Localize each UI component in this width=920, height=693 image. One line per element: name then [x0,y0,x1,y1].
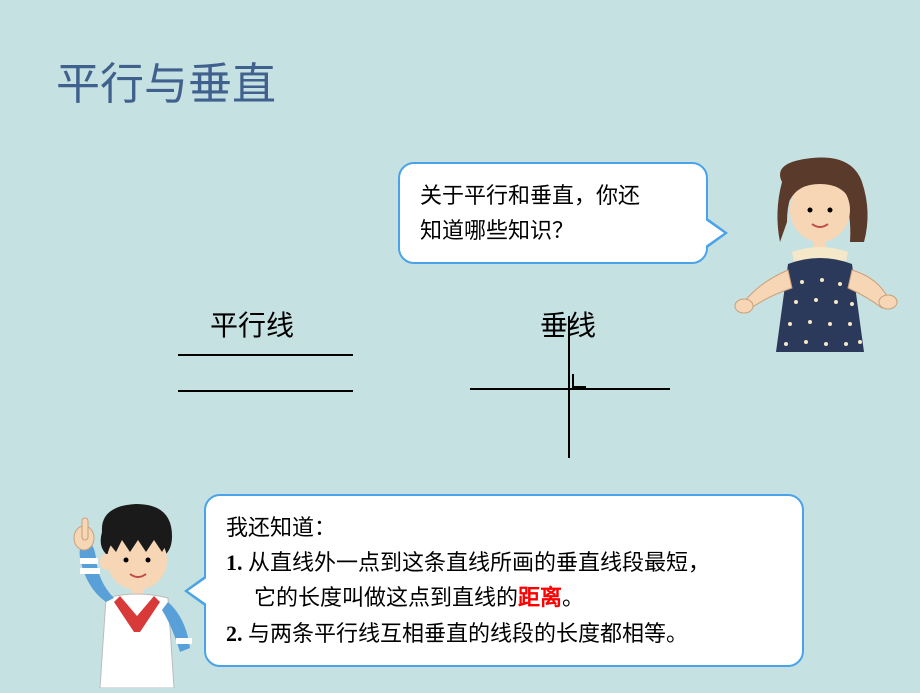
perp-vertical [568,316,570,458]
bubble-bottom-item2: 2. 与两条平行线互相垂直的线段的长度都相等。 [226,616,782,651]
right-angle-mark [572,374,586,388]
parallel-label: 平行线 [210,304,294,344]
bubble-top-line2: 知道哪些知识？ [420,213,686,248]
bubble-bottom-intro: 我还知道： [226,510,782,545]
item1-highlight: 距离 [518,585,562,610]
bubble-bottom-item1: 1. 从直线外一点到这条直线所画的垂直线段最短， [226,545,782,580]
student-speech-bubble: 我还知道： 1. 从直线外一点到这条直线所画的垂直线段最短， 它的长度叫做这点到… [204,494,804,667]
bubble-top-line1: 关于平行和垂直，你还 [420,178,686,213]
parallel-line-1 [178,354,353,356]
teacher-speech-bubble: 关于平行和垂直，你还 知道哪些知识？ [398,162,708,264]
item1-line2: 它的长度叫做这点到直线的 [254,585,518,610]
item1-line1: 从直线外一点到这条直线所画的垂直线段最短， [248,550,710,575]
item2-prefix: 2. [226,621,248,646]
perp-horizontal [470,388,670,390]
item2-text: 与两条平行线互相垂直的线段的长度都相等。 [248,621,688,646]
page-title: 平行与垂直 [56,48,276,112]
teacher-illustration [732,152,902,357]
item1-suffix: 。 [562,585,584,610]
item1-prefix: 1. [226,550,248,575]
parallel-line-2 [178,390,353,392]
item1-line2-row: 它的长度叫做这点到直线的距离。 [226,580,782,615]
